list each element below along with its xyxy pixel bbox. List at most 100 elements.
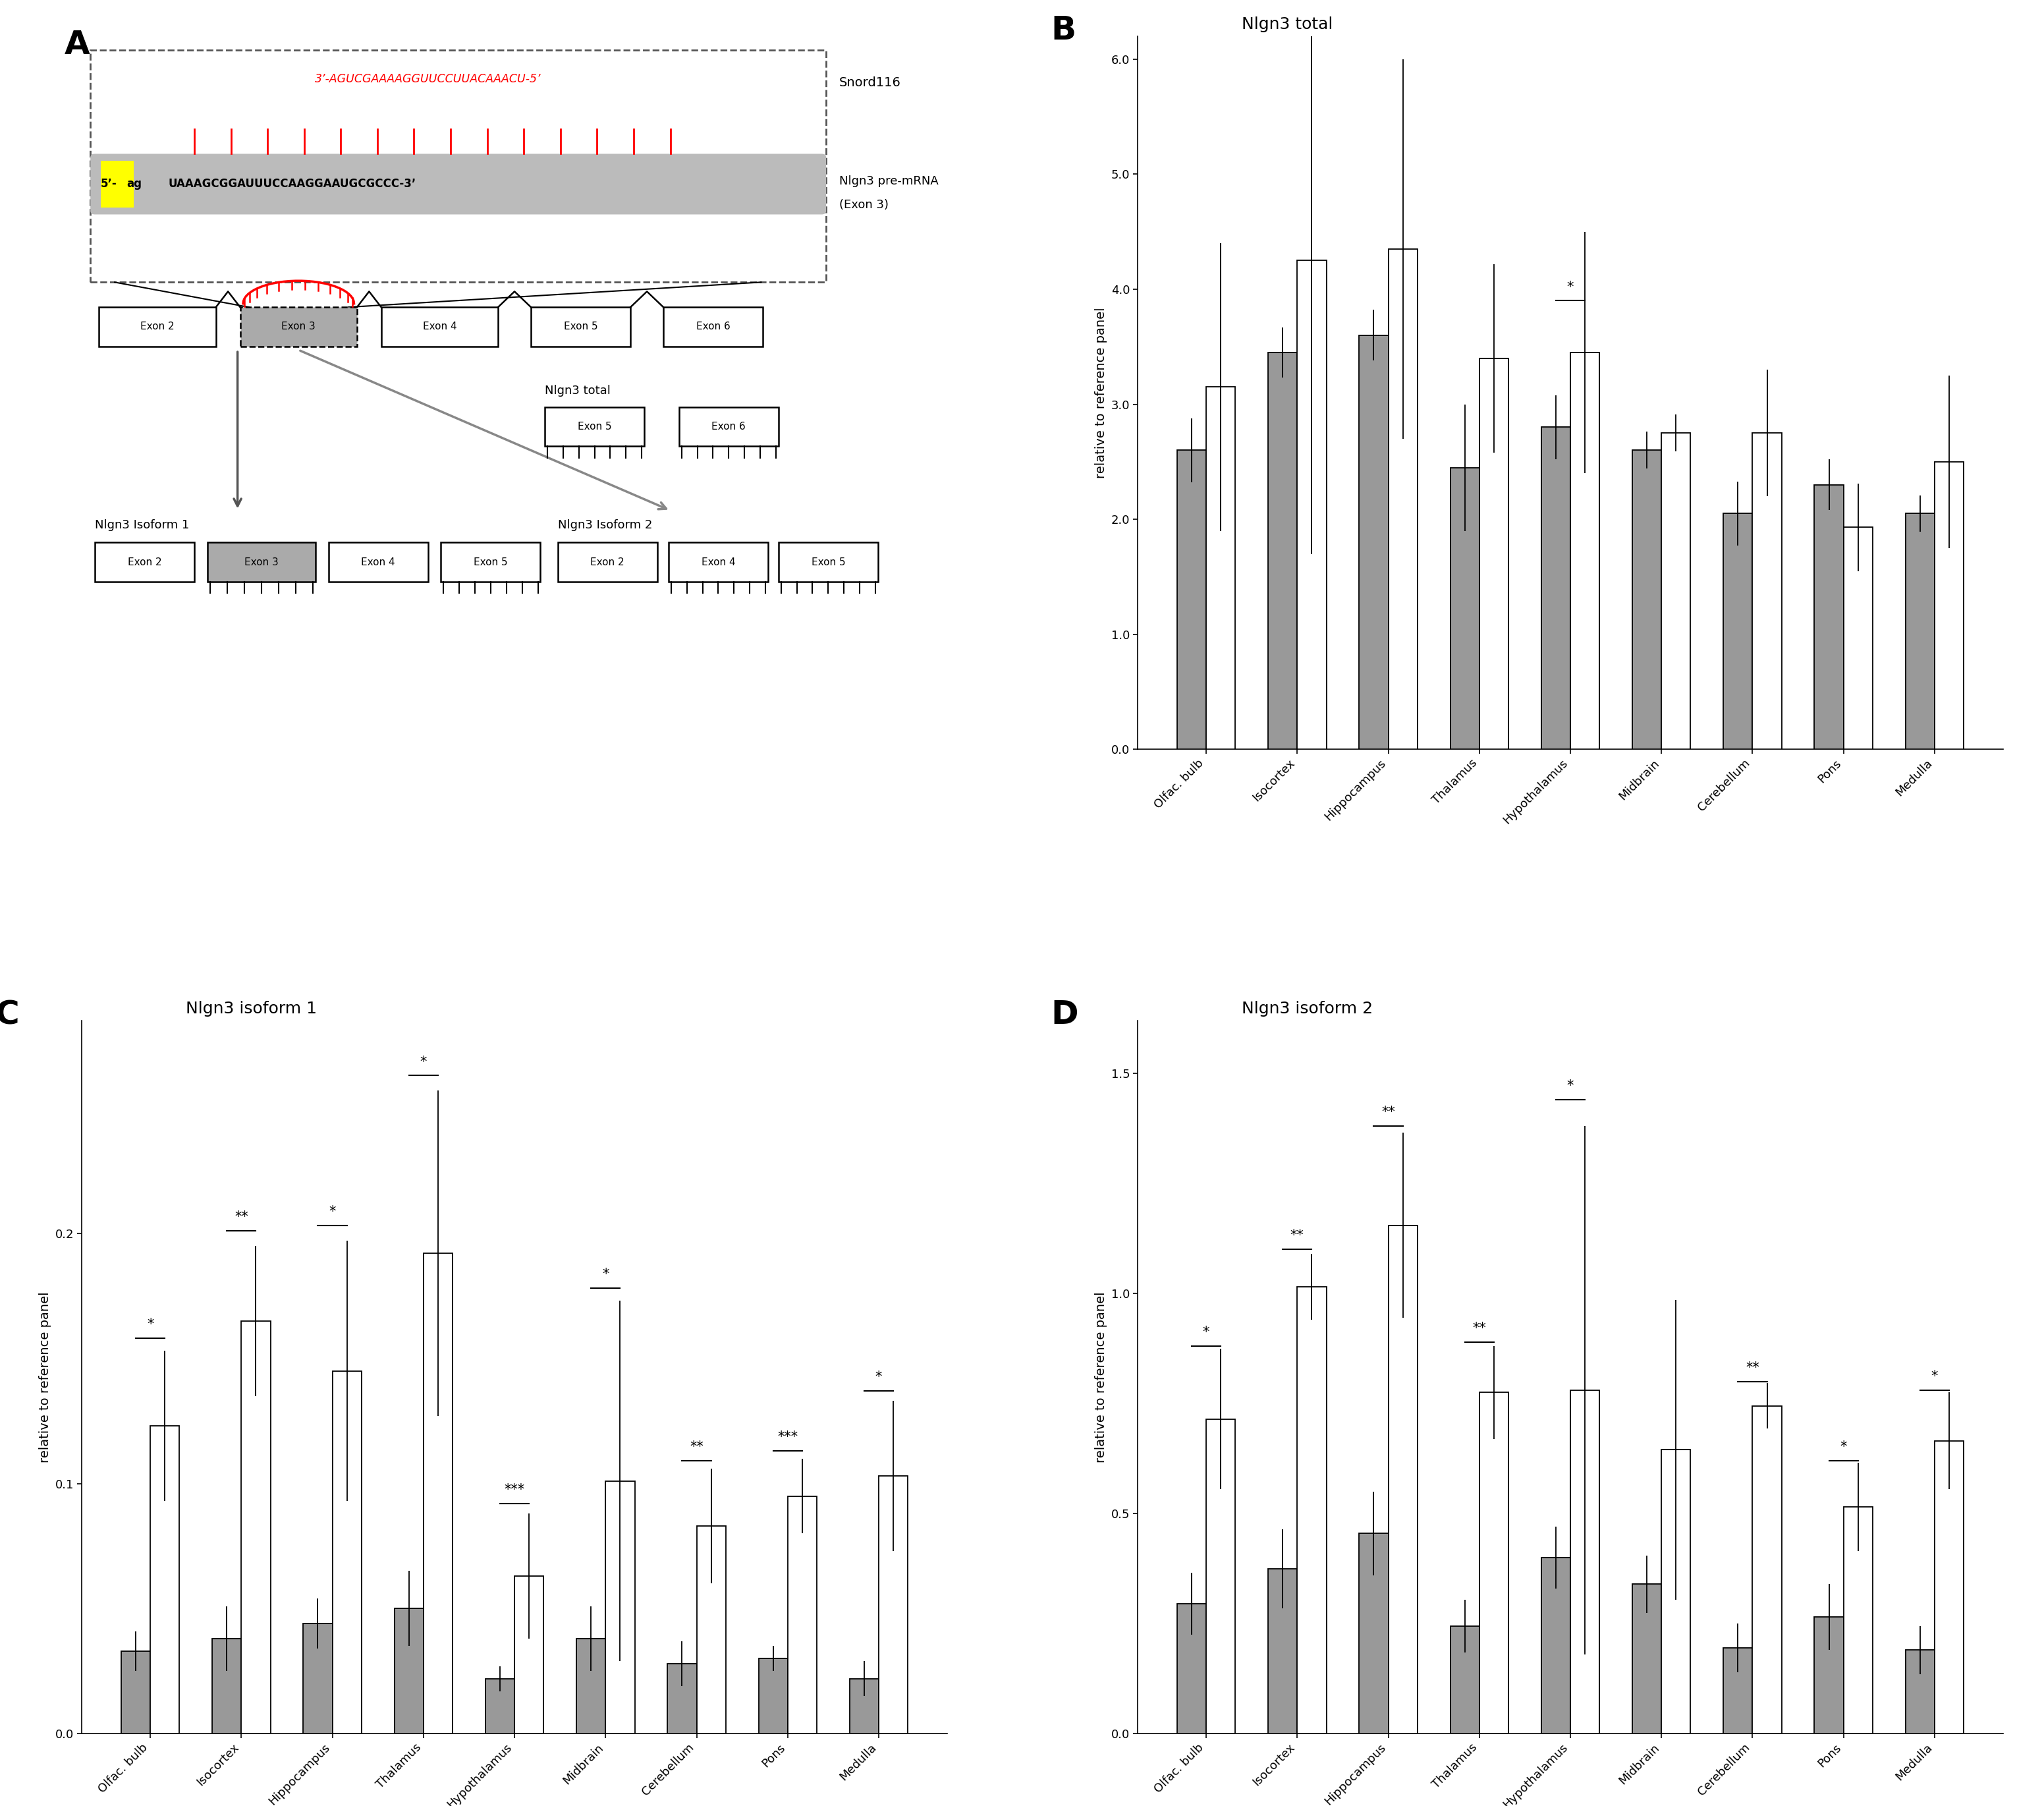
Bar (333, 1371, 362, 1734)
Text: Nlgn3 pre-mRNA: Nlgn3 pre-mRNA (838, 175, 938, 186)
Text: *: * (1568, 1080, 1574, 1093)
Bar (515, 1577, 544, 1734)
Bar (546, 406, 644, 446)
Bar (484, 1680, 515, 1734)
Bar (1905, 1651, 1934, 1734)
Bar (1844, 527, 1872, 749)
Text: UAAAGCGGAUUUCCAAGGAAUGCGCCC-3’: UAAAGCGGAUUUCCAAGGAAUGCGCCC-3’ (168, 179, 417, 190)
Bar (668, 1663, 697, 1734)
Text: Nlgn3 Isoform 1: Nlgn3 Isoform 1 (94, 518, 190, 531)
Bar (1570, 352, 1600, 749)
Bar (697, 1526, 726, 1734)
Text: **: ** (689, 1441, 703, 1454)
Bar (100, 161, 133, 208)
Bar (1359, 1533, 1388, 1734)
Bar (382, 307, 499, 347)
Text: 3’-AGUCGAAAAGGUUCCUUACAAACU-5’: 3’-AGUCGAAAAGGUUCCUUACAAACU-5’ (315, 72, 542, 85)
Bar (1449, 468, 1480, 749)
Text: Nlgn3 isoform 2: Nlgn3 isoform 2 (1241, 1001, 1374, 1017)
Bar (394, 1609, 423, 1734)
Bar (1206, 386, 1235, 749)
Text: (Exon 3): (Exon 3) (838, 199, 889, 211)
Bar (442, 542, 540, 582)
Bar (1934, 1441, 1964, 1734)
Bar (1905, 513, 1934, 749)
Text: *: * (147, 1318, 153, 1331)
Text: *: * (1840, 1441, 1848, 1454)
FancyBboxPatch shape (90, 154, 826, 215)
Text: Exon 2: Exon 2 (127, 558, 161, 567)
Bar (779, 542, 879, 582)
Text: Exon 6: Exon 6 (697, 321, 730, 332)
Bar (121, 1651, 151, 1734)
Text: Nlgn3 isoform 1: Nlgn3 isoform 1 (186, 1001, 317, 1017)
Text: Snord116: Snord116 (838, 76, 901, 88)
Bar (1267, 352, 1298, 749)
Bar (1359, 336, 1388, 749)
Y-axis label: relative to reference panel: relative to reference panel (1096, 1291, 1108, 1463)
Bar (576, 1638, 605, 1734)
Bar (1570, 1391, 1600, 1734)
Bar (850, 1680, 879, 1734)
Text: Exon 4: Exon 4 (701, 558, 736, 567)
Bar (1815, 1616, 1844, 1734)
Bar (1541, 428, 1570, 749)
Text: *: * (1568, 280, 1574, 294)
Bar (879, 1476, 908, 1734)
Text: *: * (875, 1371, 883, 1383)
Bar (303, 1624, 333, 1734)
Bar (1298, 1288, 1327, 1734)
Text: Exon 2: Exon 2 (141, 321, 174, 332)
Text: **: ** (1472, 1322, 1486, 1335)
Text: B: B (1051, 14, 1077, 47)
Text: *: * (419, 1055, 427, 1069)
Text: **: ** (1746, 1362, 1760, 1374)
Bar (1633, 450, 1662, 749)
Bar (1298, 260, 1327, 749)
Bar (98, 307, 217, 347)
Bar (206, 542, 315, 582)
Bar (1662, 433, 1690, 749)
Y-axis label: relative to reference panel: relative to reference panel (1096, 307, 1108, 479)
Text: Nlgn3 total: Nlgn3 total (546, 385, 611, 396)
Text: Nlgn3 Isoform 2: Nlgn3 Isoform 2 (558, 518, 652, 531)
Bar (1934, 462, 1964, 749)
Text: Exon 5: Exon 5 (564, 321, 597, 332)
Text: Exon 5: Exon 5 (578, 423, 611, 432)
Bar (423, 1253, 452, 1734)
Bar (1844, 1506, 1872, 1734)
Text: *: * (1932, 1371, 1938, 1383)
Bar (1206, 1420, 1235, 1734)
Bar (1815, 484, 1844, 749)
Text: *: * (1202, 1326, 1210, 1340)
Text: **: ** (235, 1210, 247, 1224)
Bar (94, 542, 194, 582)
Bar (1723, 513, 1752, 749)
Bar (1752, 433, 1782, 749)
Text: C: C (0, 999, 20, 1031)
Text: A: A (65, 29, 90, 61)
Text: **: ** (1382, 1105, 1396, 1120)
Bar (1723, 1647, 1752, 1734)
Text: Exon 6: Exon 6 (711, 423, 746, 432)
FancyBboxPatch shape (239, 307, 358, 347)
Text: Exon 5: Exon 5 (474, 558, 507, 567)
Bar (1388, 1224, 1416, 1734)
Bar (329, 542, 427, 582)
Bar (1267, 1569, 1298, 1734)
Bar (679, 406, 779, 446)
Bar (1388, 249, 1416, 749)
Bar (1480, 1392, 1508, 1734)
Bar (1177, 1604, 1206, 1734)
Bar (558, 542, 658, 582)
Bar (151, 1427, 180, 1734)
Bar (213, 1638, 241, 1734)
Bar (1177, 450, 1206, 749)
Text: ag: ag (127, 179, 141, 190)
Text: *: * (603, 1268, 609, 1280)
Text: 5’-: 5’- (100, 179, 117, 190)
Text: Exon 3: Exon 3 (245, 558, 278, 567)
Bar (1449, 1625, 1480, 1734)
Text: Exon 4: Exon 4 (362, 558, 394, 567)
Text: Exon 2: Exon 2 (591, 558, 625, 567)
